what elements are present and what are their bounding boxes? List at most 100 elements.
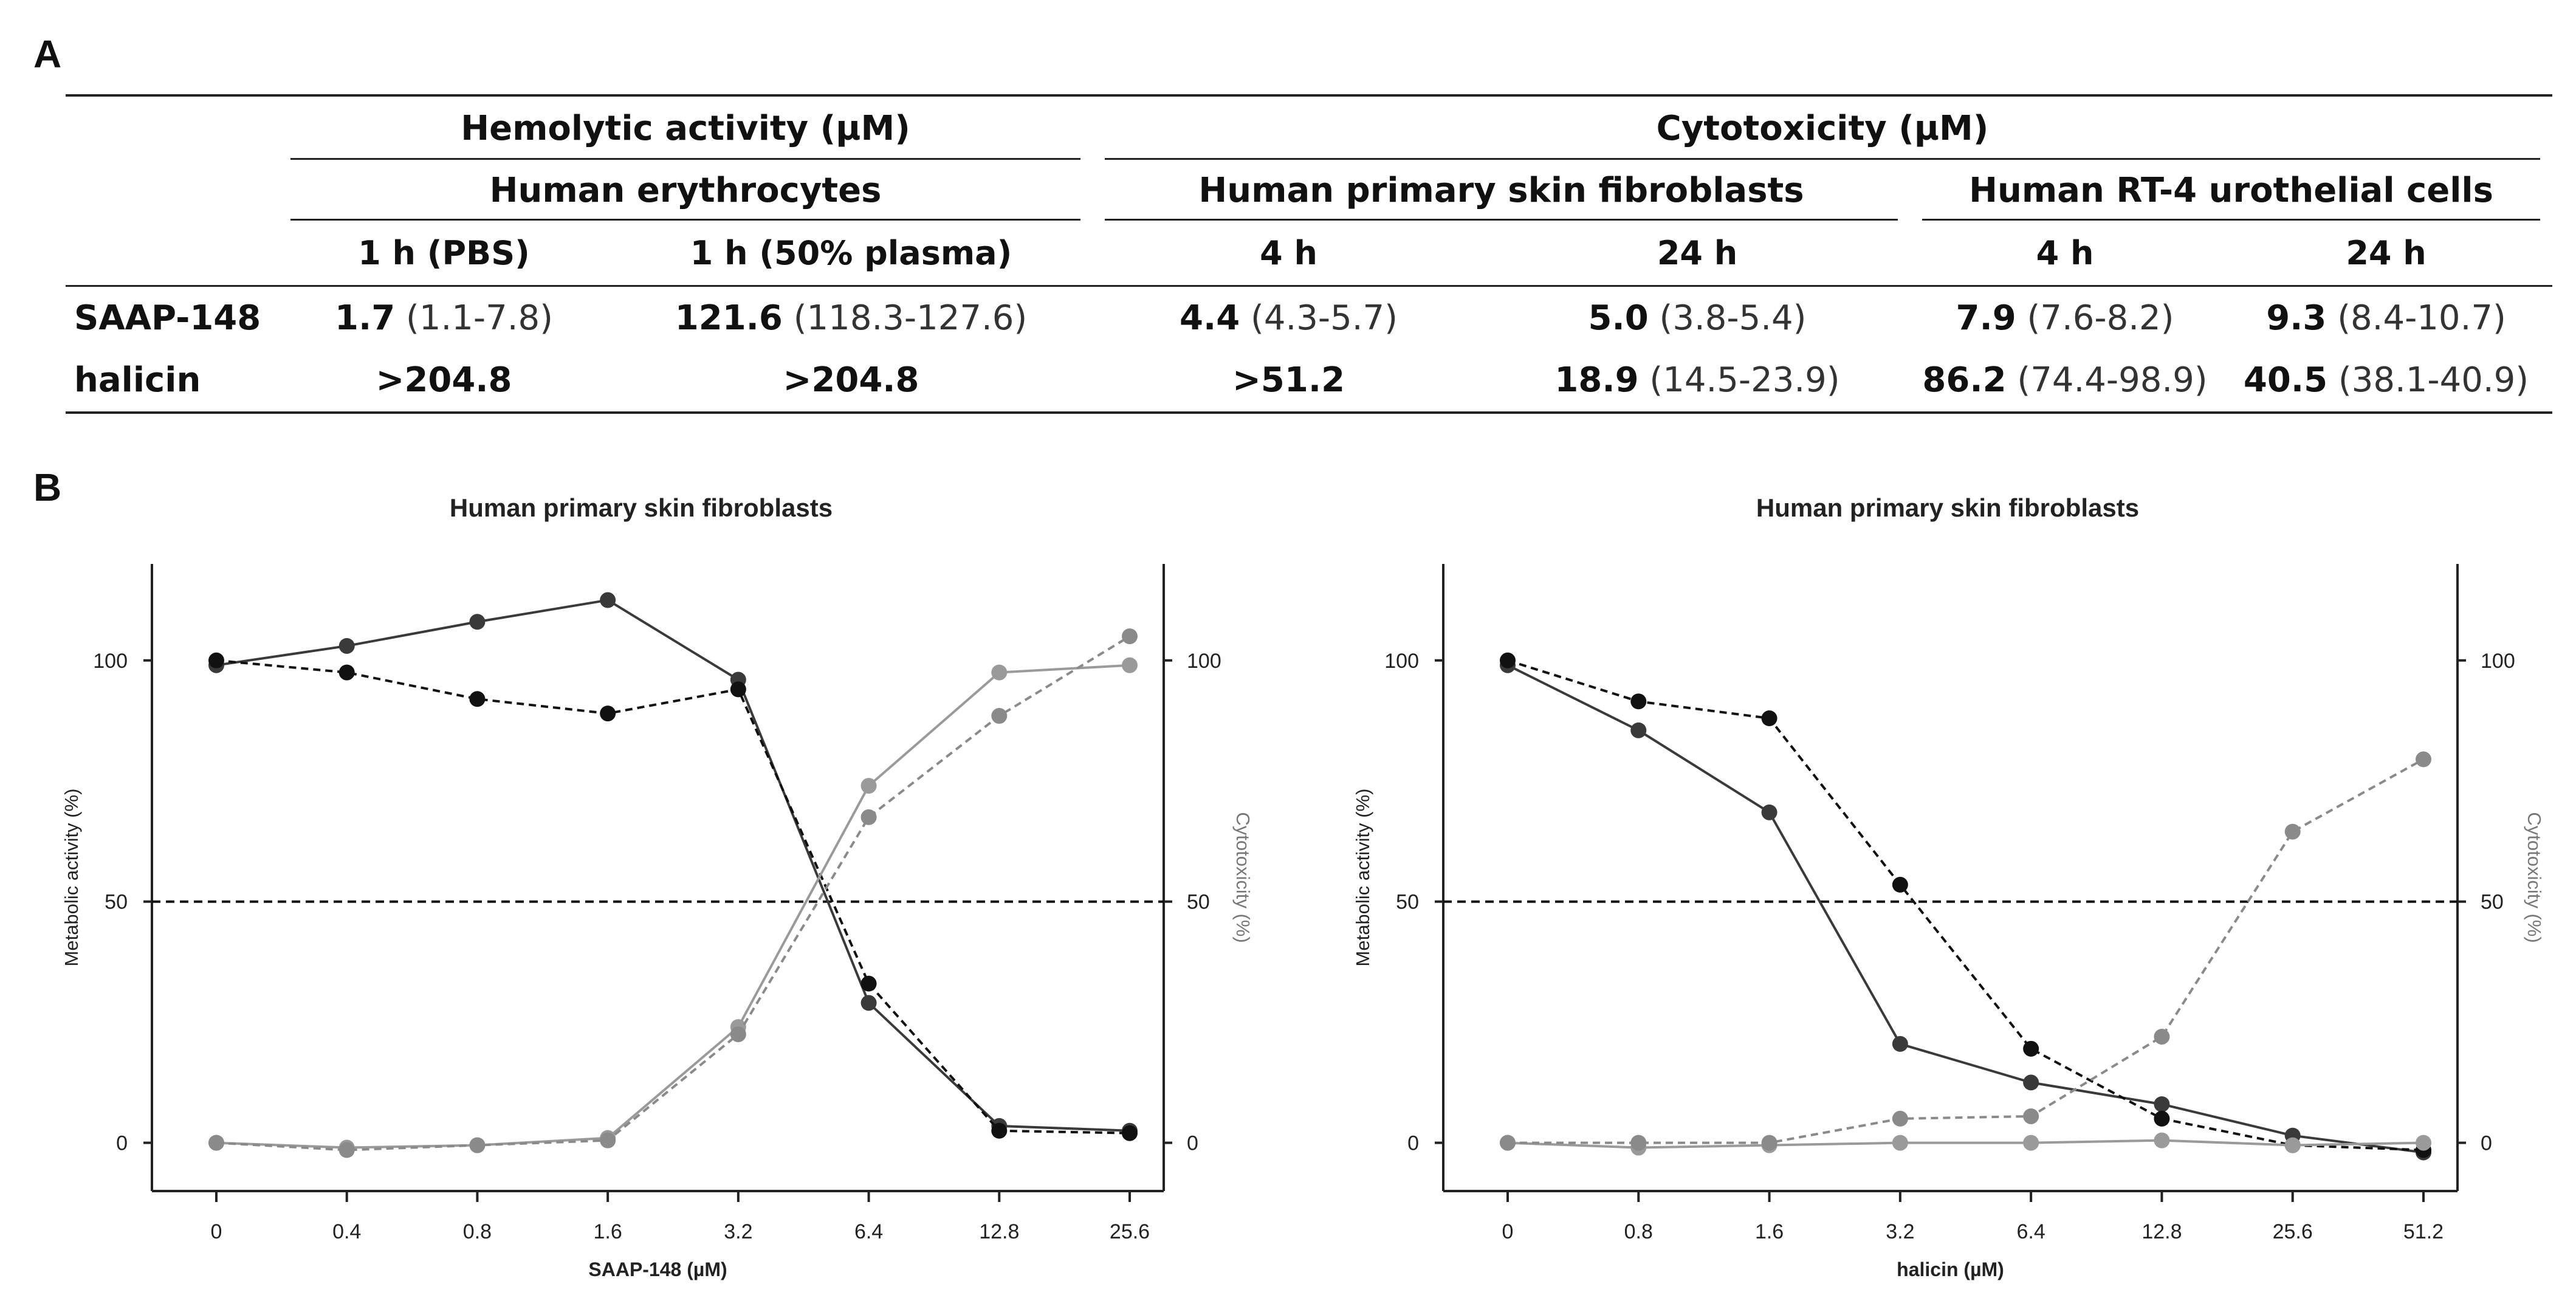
data-point xyxy=(600,592,616,608)
cell-value: >51.2 xyxy=(1232,360,1345,400)
data-point xyxy=(1892,1135,1908,1151)
table-cell: 18.9 (14.5-23.9) xyxy=(1485,349,1911,414)
condition-header: 4 h xyxy=(1260,233,1317,272)
header-cytotoxicity: Cytotoxicity (µM) xyxy=(1093,94,2553,160)
data-point xyxy=(2284,1137,2301,1153)
data-point xyxy=(469,691,486,707)
chart-title: Human primary skin fibroblasts xyxy=(450,493,833,522)
data-point xyxy=(2154,1028,2170,1045)
y-tick-label: 50 xyxy=(1396,891,1419,914)
panel-label-b: B xyxy=(33,465,62,509)
data-point xyxy=(1630,1139,1647,1156)
y-tick-label: 50 xyxy=(105,891,128,914)
data-point xyxy=(2023,1108,2039,1124)
data-point xyxy=(1761,1137,1777,1153)
data-point xyxy=(1630,722,1647,738)
condition-header: 24 h xyxy=(1657,233,1738,272)
data-point xyxy=(1122,628,1138,645)
x-tick-label: 51.2 xyxy=(2403,1220,2444,1243)
table-row: SAAP-148 1.7 (1.1-7.8) 121.6 (118.3-127.… xyxy=(66,285,2553,349)
data-point xyxy=(1761,804,1777,820)
x-tick-label: 1.6 xyxy=(594,1220,622,1243)
data-point xyxy=(991,1118,1008,1134)
data-point xyxy=(2154,1096,2170,1113)
data-point xyxy=(860,778,877,794)
y2-tick-label: 100 xyxy=(1187,650,1221,673)
data-point xyxy=(991,708,1008,724)
y-tick-label: 0 xyxy=(116,1132,128,1155)
data-point xyxy=(1500,657,1516,673)
y2-tick-label: 50 xyxy=(1187,891,1210,914)
data-point xyxy=(2154,1110,2170,1127)
data-point xyxy=(2416,1144,2431,1161)
table-cell: 9.3 (8.4-10.7) xyxy=(2220,285,2553,349)
y2-tick-label: 50 xyxy=(2481,891,2504,914)
cell-value: >204.8 xyxy=(783,360,919,400)
series-line xyxy=(216,599,1130,1132)
data-point xyxy=(600,1130,616,1146)
cell-value: 121.6 xyxy=(675,298,783,338)
series-line xyxy=(1508,758,2424,1144)
x-tick-label: 3.2 xyxy=(1886,1220,1914,1243)
series-line xyxy=(1507,659,2424,1152)
data-point xyxy=(2154,1132,2170,1149)
data-point xyxy=(208,652,224,668)
data-point xyxy=(1122,1122,1138,1139)
data-point xyxy=(2023,1074,2039,1091)
series-line xyxy=(1507,1139,2424,1149)
row-label: halicin xyxy=(66,349,278,414)
data-point xyxy=(2284,823,2301,840)
data-point xyxy=(2023,1040,2039,1057)
x-tick-label: 6.4 xyxy=(854,1220,883,1243)
data-point xyxy=(860,975,877,992)
x-tick-label: 0 xyxy=(1502,1220,1514,1243)
table-cell: >51.2 xyxy=(1093,349,1485,414)
data-point xyxy=(1500,1135,1516,1151)
data-point xyxy=(1892,1110,1908,1127)
panel-label-a: A xyxy=(33,32,62,76)
cell-value: 40.5 xyxy=(2243,360,2328,400)
chart-2: 0 0 50 50 100 100 0 0.8 1.6 3.2 6.4 12.8 25.6 51.2 Hum… xyxy=(1352,493,2545,1280)
table-cell: 4.4 (4.3-5.7) xyxy=(1093,285,1485,349)
y2-axis-label: Cytotoxicity (%) xyxy=(1232,812,1254,943)
x-tick-label: 1.6 xyxy=(1755,1220,1784,1243)
condition-header: 1 h (PBS) xyxy=(358,233,530,272)
cell-value: 5.0 xyxy=(1588,298,1649,338)
table-cell: 1.7 (1.1-7.8) xyxy=(278,285,610,349)
data-point xyxy=(2023,1135,2039,1151)
data-point xyxy=(1761,710,1777,727)
data-point xyxy=(469,614,486,630)
cell-value: 18.9 xyxy=(1554,360,1639,400)
table-cell: 40.5 (38.1-40.9) xyxy=(2220,349,2553,414)
data-point xyxy=(1892,1035,1908,1052)
cell-value: 4.4 xyxy=(1180,298,1240,338)
data-point xyxy=(1500,1135,1516,1151)
cell-ci: (38.1-40.9) xyxy=(2327,360,2529,400)
table-cell: 121.6 (118.3-127.6) xyxy=(610,285,1093,349)
data-point xyxy=(991,664,1008,681)
y2-tick-label: 100 xyxy=(2481,650,2515,673)
y2-tick-label: 0 xyxy=(1187,1132,1198,1155)
cell-value: 86.2 xyxy=(1922,360,2007,400)
y2-axis-label: Cytotoxicity (%) xyxy=(2524,812,2545,943)
x-tick-label: 0.4 xyxy=(332,1220,361,1243)
series-line xyxy=(216,635,1131,1152)
chart-title: Human primary skin fibroblasts xyxy=(1756,493,2139,522)
data-point xyxy=(1122,657,1138,673)
header-human-erythrocytes: Human erythrocytes xyxy=(278,160,1093,221)
y-tick-label: 100 xyxy=(1384,650,1419,673)
x-tick-label: 6.4 xyxy=(2017,1220,2045,1243)
header-rt4-cells: Human RT-4 urothelial cells xyxy=(1910,160,2553,221)
data-point xyxy=(1761,1135,1777,1151)
x-tick-label: 0.8 xyxy=(1624,1220,1653,1243)
data-point xyxy=(2416,1135,2431,1151)
table-cell: 5.0 (3.8-5.4) xyxy=(1485,285,1911,349)
data-point xyxy=(338,637,355,654)
x-tick-label: 25.6 xyxy=(1110,1220,1150,1243)
x-tick-label: 25.6 xyxy=(2273,1220,2313,1243)
x-tick-label: 12.8 xyxy=(979,1220,1019,1243)
cell-ci: (4.3-5.7) xyxy=(1240,298,1398,338)
series-line xyxy=(216,659,1130,1135)
data-point xyxy=(600,1132,616,1149)
data-point xyxy=(1630,693,1647,710)
